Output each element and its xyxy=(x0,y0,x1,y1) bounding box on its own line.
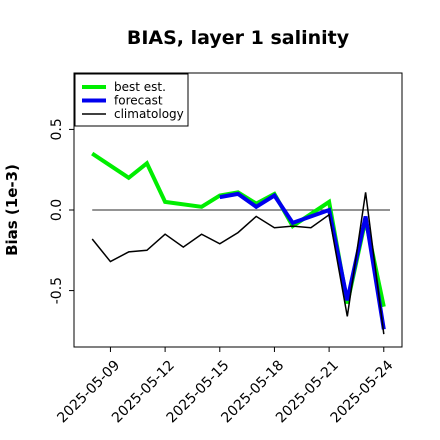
y-tick-label: 0.5 xyxy=(49,118,65,140)
series-line-forecast xyxy=(219,191,386,330)
legend-label: best est. xyxy=(114,80,166,94)
y-tick-label: -0.5 xyxy=(49,277,65,304)
series-line-climatology xyxy=(91,192,385,335)
series-line-best-est xyxy=(91,151,386,308)
chart-title: BIAS, layer 1 salinity xyxy=(127,27,350,49)
y-axis-label: Bias (1e-3) xyxy=(3,164,21,256)
plot-area: -0.50.00.52025-05-092025-05-122025-05-15… xyxy=(49,72,403,426)
legend-label: climatology xyxy=(114,107,184,121)
y-tick-label: 0.0 xyxy=(49,199,65,221)
legend-label: forecast xyxy=(114,94,163,108)
